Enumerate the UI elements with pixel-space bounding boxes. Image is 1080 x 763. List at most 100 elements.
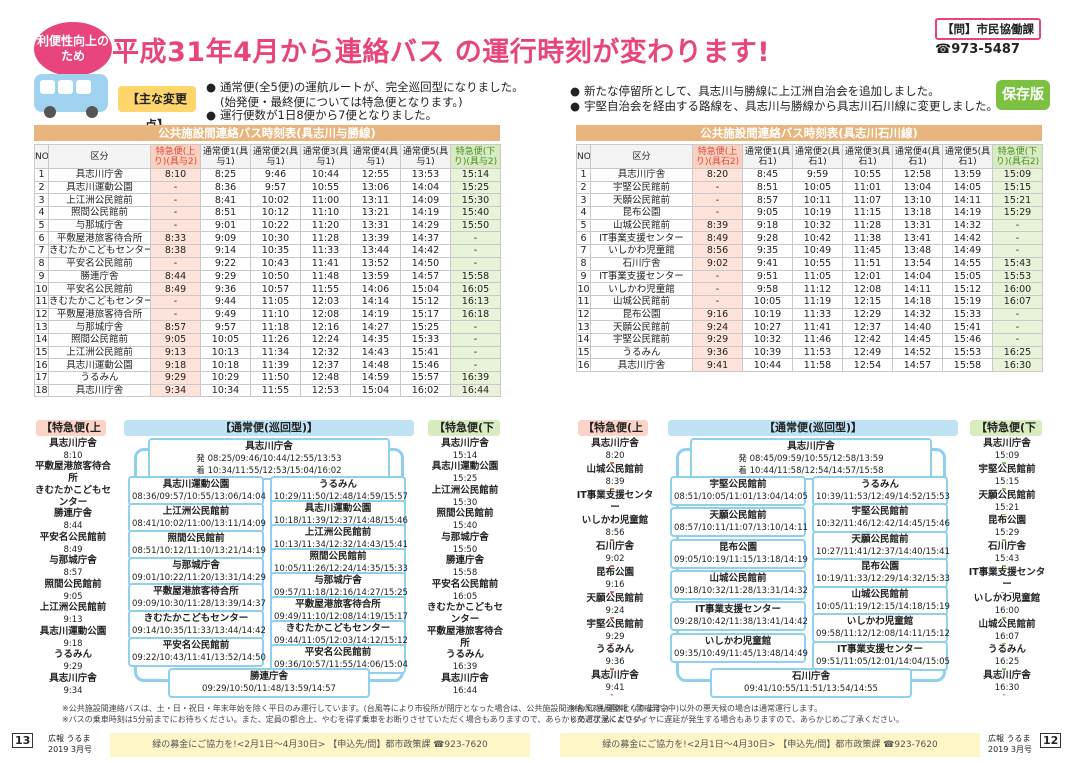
table-cell: 12:42 <box>842 332 893 347</box>
table-cell: 12:03 <box>300 294 351 309</box>
circ-left-name: 具志川運動公園 <box>162 479 230 490</box>
down-stop: 具志川運動公園 15:25 <box>424 461 506 486</box>
table-cell: 13:41 <box>892 231 943 246</box>
table-cell: 10:43 <box>250 256 301 271</box>
right-mag-info: 広報 うるま 2019 3月号 <box>988 734 1032 754</box>
up-stop-name: 照間公民館前 <box>44 578 102 590</box>
circ-right-name: 上江洲公民館前 <box>304 527 372 538</box>
table-cell: 14:19 <box>400 206 451 220</box>
up-stop: いしかわ児童館 8:56 <box>574 515 656 540</box>
table-cell: 13:44 <box>350 244 401 258</box>
table-cell: 5 <box>576 218 591 233</box>
table-cell: 14:43 <box>350 345 401 360</box>
table-cell: 9:29 <box>150 371 201 385</box>
table-cell: 上江洲公民館前 <box>48 345 151 360</box>
table-cell: 9:01 <box>200 218 251 233</box>
table-cell: 12:08 <box>842 282 893 296</box>
table-row: 4 昆布公園 -9:05 10:19 11:15 13:18 14:19 15:29 <box>576 206 1043 220</box>
header-cell: 通常便5(具石1) <box>942 144 993 169</box>
table-cell: 9:58 <box>742 282 793 296</box>
up-stop-time: 9:36 <box>605 657 625 668</box>
down-stop-name: 具志川庁舎 <box>983 670 1031 682</box>
circ-left-time: 08:57/10:11/11:07/13:10/14:11 <box>674 523 808 534</box>
down-stop-time: 15:50 <box>452 544 478 555</box>
up-stop: 石川庁舎 9:02 <box>574 541 656 566</box>
circ-left-name: 平安名公民館前 <box>162 640 230 652</box>
circ-right-stop: 天願公民館前 10:27/11:41/12:37/14:40/15:41 <box>812 530 950 561</box>
up-stop-name: 具志川庁舎 <box>49 672 97 684</box>
header-cell: 特急便(上り)(具石2) <box>692 144 743 169</box>
table-cell: 11:58 <box>792 358 843 372</box>
down-stop: 天願公民館前 15:21 <box>966 489 1048 514</box>
header-cell: NO <box>34 144 49 169</box>
table-cell: 11:55 <box>300 282 351 296</box>
up-stop-name: 宇堅公民館前 <box>586 618 644 630</box>
circ-right-stop: 宇堅公民館前 10:32/11:46/12:42/14:45/15:46 <box>812 503 950 534</box>
table-cell: 12:49 <box>842 345 893 360</box>
table-cell: 9:59 <box>792 168 843 182</box>
table-cell: 12:37 <box>300 358 351 372</box>
table-cell: 15:58 <box>942 358 993 372</box>
circ-top-dep: 発 08:25/09:46/10:44/12:55/13:53 <box>196 454 342 464</box>
table-cell: 14:27 <box>350 320 401 334</box>
up-stop-time: 8:57 <box>63 568 83 579</box>
table-cell: 15:57 <box>400 371 451 385</box>
table-cell: 16:30 <box>992 358 1043 372</box>
table-cell: 14:49 <box>942 244 993 258</box>
table-cell: 5 <box>34 218 49 233</box>
table-cell: 10:55 <box>300 180 351 195</box>
down-stop-name: 山城公民館前 <box>978 618 1036 630</box>
table-row: 7 いしかわ児童館 8:56 9:35 10:49 11:45 13:48 14:49- <box>576 244 1043 258</box>
table-cell: - <box>450 332 501 347</box>
circ-bottom-time: 09:41/10:55/11:51/13:54/14:55 <box>744 684 878 694</box>
down-stop-name: 勝連庁舎 <box>445 555 484 567</box>
table-cell: 14:42 <box>942 231 993 246</box>
up-stop: 具志川運動公園 9:18 <box>32 625 114 650</box>
down-stop-name: 具志川運動公園 <box>431 461 499 473</box>
header-cell: 特急便(上り)(具与2) <box>150 144 201 169</box>
table-cell: 10 <box>576 282 591 296</box>
down-stop-name: 上江洲公民館前 <box>431 484 499 496</box>
table-cell: 13:52 <box>350 256 401 271</box>
circ-right-time: 10:27/11:41/12:37/14:40/15:41 <box>816 546 950 557</box>
table-cell: 9:29 <box>692 332 743 347</box>
table-cell: 天願公民館前 <box>590 320 693 334</box>
down-stop-name: きむたかこどもセンター <box>426 602 503 626</box>
table-cell: 10:02 <box>250 193 301 208</box>
table-row: 7 きむたかこどもセンター 8:38 9:14 10:35 11:33 13:44 14:42… <box>34 244 501 258</box>
point-left-1: 通常便(全5便)の運航ルートが、完全巡回型になりました。 <box>206 80 524 94</box>
table-cell: 10:50 <box>250 269 301 284</box>
key-points-label: 【主な変更点】 <box>118 86 196 132</box>
up-stop-time: 9:29 <box>605 631 625 642</box>
table-cell: 14:06 <box>350 282 401 296</box>
table-cell: 10:27 <box>742 320 793 334</box>
table-cell: 12:54 <box>842 358 893 372</box>
table-cell: 15:21 <box>992 193 1043 208</box>
table-cell: きむたかこどもセンター <box>48 244 151 258</box>
table-cell: - <box>450 345 501 360</box>
table-cell: - <box>450 231 501 246</box>
table-cell: 13:21 <box>350 206 401 220</box>
table-cell: 10:55 <box>842 168 893 182</box>
circ-right-name: 与那城庁舎 <box>314 575 362 586</box>
circ-bottom-name: 勝連庁舎 <box>249 671 288 682</box>
circ-right-name: きむたかこどもセンター <box>285 623 391 634</box>
table-cell: - <box>692 294 743 309</box>
left-note-1: ※公共施設間連絡バスは、土・日・祝日・年末年始を除く平日のみ運行しています。(台… <box>62 704 669 713</box>
bus-illustration-icon <box>34 74 108 118</box>
circ-left-time: 09:05/10:19/11:15/13:18/14:19 <box>674 554 808 565</box>
table-cell: 10:12 <box>250 206 301 220</box>
table-cell: 9:49 <box>200 307 251 322</box>
table-cell: 7 <box>34 244 49 258</box>
table-cell: 10:11 <box>792 193 843 208</box>
table-cell: 11:19 <box>792 294 843 309</box>
table-cell: 12:29 <box>842 307 893 322</box>
point-right-1: 新たな停留所として、具志川与勝線に上江洲自治会を追加しました。 <box>570 84 940 98</box>
table-cell: 13:59 <box>350 269 401 284</box>
table-cell: 13:59 <box>942 168 993 182</box>
table-cell: 12:55 <box>350 168 401 182</box>
point-left-2: 運行便数が1日8便から7便となりました。 <box>206 108 437 122</box>
table-cell: 17 <box>34 371 49 385</box>
table-cell: 14:19 <box>942 206 993 220</box>
circ-left-stop: IT事業支援センター 09:28/10:42/11:38/13:41/14:42 <box>670 601 808 632</box>
